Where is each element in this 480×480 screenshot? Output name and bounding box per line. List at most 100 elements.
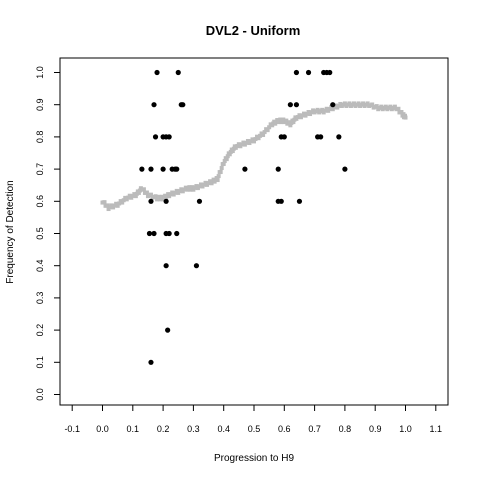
smooth-point	[121, 198, 126, 203]
smooth-point	[190, 185, 195, 190]
smooth-point	[379, 104, 384, 109]
smooth-point	[253, 137, 258, 142]
smooth-point	[216, 174, 221, 179]
smooth-point	[228, 149, 233, 154]
smooth-point	[301, 111, 306, 116]
x-tick-label: 0.5	[248, 424, 261, 434]
data-point	[166, 230, 172, 237]
smooth-point	[208, 179, 213, 184]
data-point	[342, 166, 348, 172]
smooth-point	[179, 187, 184, 192]
data-point	[242, 166, 248, 172]
smooth-point	[399, 109, 404, 114]
y-tick-label: 0.1	[35, 356, 45, 369]
smooth-point	[215, 178, 220, 183]
smooth-point	[365, 101, 370, 106]
smooth-point	[262, 130, 267, 135]
smooth-point	[183, 185, 188, 190]
x-tick-label: 1.0	[399, 424, 412, 434]
smooth-point	[221, 161, 226, 166]
smooth-point	[241, 140, 246, 145]
smooth-point	[324, 106, 329, 111]
smooth-point	[292, 117, 297, 122]
x-tick-label: 0.0	[96, 424, 109, 434]
data-point	[151, 230, 157, 237]
data-point	[196, 198, 203, 204]
smooth-point	[306, 109, 311, 114]
smooth-point	[230, 149, 235, 154]
x-tick-label: 0.8	[339, 424, 352, 434]
data-point	[336, 134, 342, 140]
y-tick-label: 0.9	[35, 98, 45, 111]
smooth-point	[231, 146, 236, 151]
smooth-point	[338, 101, 343, 106]
smooth-point	[370, 102, 375, 107]
smooth-point	[342, 101, 347, 106]
x-tick-label: 0.7	[308, 424, 321, 434]
data-point	[175, 69, 181, 76]
plot-frame	[59, 57, 449, 406]
data-point	[275, 166, 281, 172]
smooth-point	[219, 166, 224, 171]
data-point	[318, 134, 324, 140]
smooth-point	[252, 139, 256, 144]
smooth-point	[137, 188, 142, 193]
smooth-point	[284, 118, 289, 123]
data-point	[166, 134, 172, 140]
smooth-point	[265, 128, 270, 133]
data-point	[305, 69, 312, 76]
smooth-point	[120, 200, 125, 205]
smooth-point	[115, 203, 120, 208]
x-tick-label: 0.3	[187, 424, 200, 434]
smooth-point	[148, 192, 153, 197]
smooth-point	[374, 104, 379, 109]
smooth-point	[281, 117, 286, 122]
data-point	[148, 359, 154, 365]
smooth-point	[102, 200, 107, 205]
data-point	[281, 134, 287, 140]
smooth-point	[117, 201, 122, 206]
smooth-point	[403, 115, 408, 120]
smooth-point	[388, 104, 393, 109]
smooth-point	[141, 187, 146, 192]
smooth-point	[194, 184, 199, 189]
smooth-point	[174, 188, 179, 193]
y-tick-label: 0.6	[35, 195, 45, 208]
smooth-point	[261, 132, 266, 137]
smooth-point	[245, 138, 250, 143]
x-tick-label: 0.6	[278, 424, 291, 434]
data-point	[193, 263, 200, 269]
data-point	[278, 198, 284, 204]
smooth-point	[133, 194, 138, 199]
smooth-point	[347, 101, 352, 106]
smooth-point	[224, 157, 229, 162]
data-point	[146, 230, 153, 237]
y-tick-label: 0.7	[35, 163, 45, 176]
smooth-point	[163, 193, 168, 198]
smooth-point	[351, 101, 356, 106]
x-axis-label: Progression to H9	[214, 453, 294, 464]
smooth-point	[275, 118, 280, 123]
smooth-point	[227, 152, 232, 157]
y-axis: 0.0 0.1 0.2 0.3 0.4 0.5 0.6 0.7 0.8 0.9 1.0	[35, 66, 60, 401]
smooth-point	[211, 177, 216, 182]
y-tick-label: 0.8	[35, 131, 45, 144]
y-tick-label: 0.3	[35, 292, 45, 305]
smooth-point	[333, 103, 338, 108]
smooth-point	[250, 137, 255, 142]
data-point	[174, 166, 180, 172]
smooth-point	[114, 201, 119, 206]
x-axis: -0.1 0.0 0.1 0.2 0.3 0.4 0.5 0.6 0.7 0.8 0.9 1.0 1.1	[64, 405, 442, 434]
x-tick-label: 0.2	[157, 424, 170, 434]
y-tick-label: 0.4	[35, 259, 45, 272]
y-tick-label: 0.0	[35, 388, 45, 401]
smooth-point	[361, 101, 366, 106]
smooth-point	[258, 133, 263, 138]
smooth-point	[329, 105, 334, 110]
smooth-point	[225, 154, 230, 159]
data-point	[296, 198, 303, 204]
data-point	[327, 69, 333, 76]
data-point	[287, 102, 293, 108]
data-points	[139, 69, 348, 365]
x-tick-label: 0.9	[369, 424, 382, 434]
